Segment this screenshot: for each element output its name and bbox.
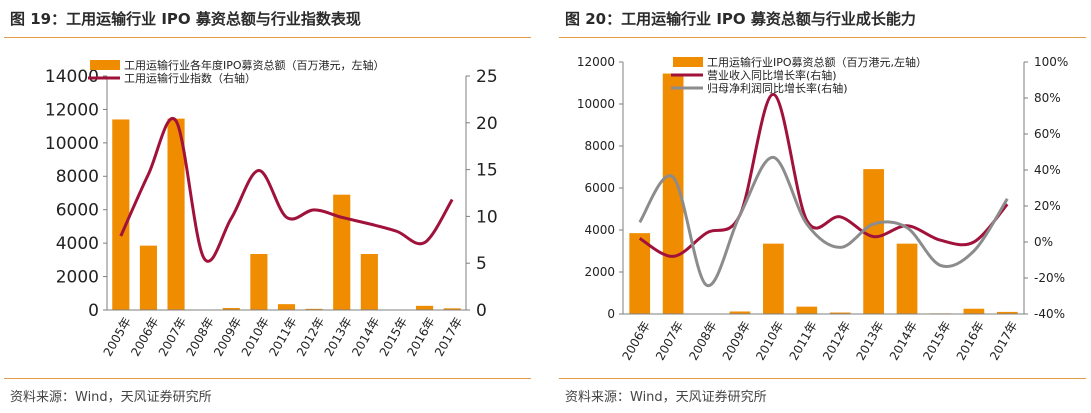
bar (305, 308, 323, 310)
y2-tick-label: 10 (476, 207, 498, 227)
x-tick-label: 2008年 (686, 319, 719, 363)
chart-panel-20: 图 20：工用运输行业 IPO 募资总额与行业成长能力 0 2000 4000 600… (559, 0, 1086, 413)
bar (763, 243, 784, 314)
x-tick-label: 2014年 (887, 319, 920, 363)
y-tick-label: 8000 (584, 139, 615, 153)
y2-tick-label: -20% (1034, 271, 1065, 285)
chart-svg: 0 2000 4000 6000 8000 10000 12000 14000 0 5 10 15 20… (45, 58, 498, 359)
y-tick-label: 12000 (45, 100, 99, 120)
y-tick-label: 6000 (56, 201, 99, 221)
footer-divider (4, 378, 531, 379)
bar (333, 194, 351, 310)
y-tick-label: 0 (88, 301, 99, 321)
x-tick-label: 2015年 (920, 319, 953, 363)
y2-tick-label: 5 (476, 254, 487, 274)
y-tick-label: 0 (607, 307, 615, 321)
bar (829, 312, 851, 314)
title-divider (559, 37, 1086, 38)
chart-title: 图 19：工用运输行业 IPO 募资总额与行业指数表现 (10, 10, 361, 28)
source-note: 资料来源：Wind，天风证券研究所 (10, 390, 212, 405)
y-tick-label: 4000 (584, 223, 615, 237)
bar (277, 304, 296, 310)
y-tick-label: 14000 (45, 67, 99, 87)
x-tick-label: 2016年 (954, 319, 987, 363)
legend-label: 工用运输行业IPO募资总额（百万港元,左轴） (707, 55, 927, 69)
bar (863, 169, 884, 314)
y-tick-label: 12000 (577, 55, 615, 69)
legend-label: 工用运输行业指数（右轴） (124, 71, 256, 85)
y2-tick-label: 0% (1034, 235, 1053, 249)
source-note: 资料来源：Wind，天风证券研究所 (565, 390, 767, 405)
series-line (638, 92, 1009, 258)
bar (443, 308, 461, 310)
y2-tick-label: 60% (1034, 127, 1061, 141)
y2-tick-label: 40% (1034, 163, 1061, 177)
y2-tick-label: 80% (1034, 91, 1061, 105)
y2-tick-label: 20 (476, 114, 498, 134)
x-tick-label: 2013年 (853, 319, 886, 363)
y-tick-label: 4000 (56, 234, 99, 254)
y-tick-label: 10000 (577, 97, 615, 111)
y2-tick-label: 20% (1034, 199, 1061, 213)
legend-label: 工用运输行业各年度IPO募资总额（百万港元，左轴） (124, 58, 385, 72)
chart-panel-19: 图 19：工用运输行业 IPO 募资总额与行业指数表现 0 2000 4000 600… (4, 0, 531, 413)
series-line (638, 155, 1009, 287)
y-tick-label: 10000 (45, 134, 99, 154)
bar (139, 245, 157, 310)
legend-swatch-bar (673, 57, 703, 67)
bar (360, 254, 378, 310)
bar (963, 308, 985, 314)
bar (729, 311, 751, 314)
y2-tick-label: -40% (1034, 307, 1065, 321)
x-tick-label: 2007年 (653, 319, 686, 363)
bar (250, 254, 268, 310)
x-tick-label: 2012年 (820, 319, 853, 363)
x-tick-label: 2017年 (987, 319, 1020, 363)
bar (796, 306, 818, 314)
legend-swatch-bar (90, 60, 120, 70)
bar (416, 305, 434, 310)
x-tick-label: 2010年 (753, 319, 786, 363)
bar (896, 243, 918, 314)
bar (167, 118, 185, 310)
chart-svg: 0 2000 4000 6000 8000 10000 12000 -40% -20% 0% 20%… (577, 55, 1069, 363)
y-tick-label: 2000 (584, 265, 615, 279)
title-divider (4, 37, 531, 38)
y2-tick-label: 15 (476, 161, 498, 181)
x-tick-label: 2011年 (787, 319, 820, 363)
legend-label: 归母净利润同比增长率(右轴) (707, 81, 848, 95)
y2-tick-label: 100% (1034, 55, 1068, 69)
series-line (119, 117, 454, 263)
footer-divider (559, 378, 1086, 379)
legend-label: 营业收入同比增长率(右轴) (707, 68, 837, 82)
y2-tick-label: 0 (476, 301, 487, 321)
bar (112, 119, 130, 310)
bar (629, 233, 651, 314)
y2-tick-label: 25 (476, 67, 498, 87)
y-tick-label: 2000 (56, 268, 99, 288)
x-tick-label: 2006年 (620, 319, 653, 363)
bar (996, 311, 1018, 314)
y-tick-label: 6000 (584, 181, 615, 195)
x-tick-label: 2009年 (720, 319, 753, 363)
y-tick-label: 8000 (56, 167, 99, 187)
chart-title: 图 20：工用运输行业 IPO 募资总额与行业成长能力 (565, 10, 916, 28)
bar (222, 307, 240, 310)
